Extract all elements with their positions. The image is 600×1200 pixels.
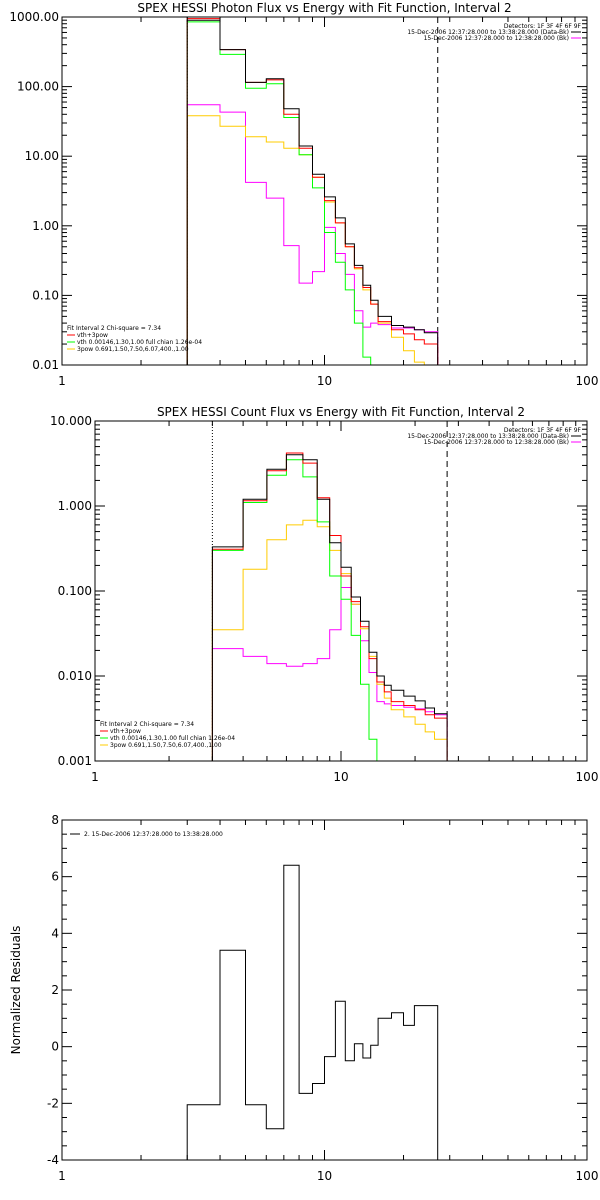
info-line: 15-Dec-2006 12:37:28.000 to 12:38:28.000… [424,35,569,42]
y-tick-label: 0.01 [32,358,59,372]
x-tick-label: 10 [317,374,332,388]
info-line: 15-Dec-2006 12:37:28.000 to 12:38:28.000… [424,439,569,446]
chart-panel-1: SPEX HESSI Photon Flux vs Energy with Fi… [9,1,598,388]
info-line: Detectors: 1F 3F 4F 6F 9F [504,427,582,434]
legend-entry: Fit Interval 2 Chi-square = 7.34 [67,325,161,332]
info-line: 15-Dec-2006 12:37:28.000 to 13:38:28.000… [407,433,569,440]
y-tick-label: -4 [47,1153,59,1167]
y-tick-label: -2 [47,1096,59,1110]
y-tick-label: 8 [51,813,59,827]
y-tick-label: 100.00 [17,80,59,94]
y-tick-label: 0.001 [58,754,92,768]
x-tick-label: 100 [576,374,599,388]
legend-entry: 3pow 0.691,1.50,7.50,6.07,400.,1.00 [110,742,222,749]
y-tick-label: 0.100 [58,584,92,598]
series-line-data-bk [211,454,448,761]
chart-title: SPEX HESSI Count Flux vs Energy with Fit… [157,405,525,419]
legend-entry: Fit Interval 2 Chi-square = 7.34 [100,721,194,728]
x-tick-label: 1 [91,770,99,784]
y-tick-label: 1000.00 [9,10,59,24]
legend-entry: vth+3pow [77,332,108,339]
series-line-vth [211,459,378,761]
legend-entry: vth 0.00146,1.30,1.00 full chian 1.26e-0… [110,735,235,742]
y-tick-label: 1.000 [58,499,92,513]
plot-area [211,421,448,761]
x-tick-label: 100 [576,770,599,784]
series-line-data-bk [186,19,439,365]
legend-entry: 2. 15-Dec-2006 12:37:28.000 to 13:38:28.… [84,831,223,838]
y-tick-label: 1.00 [32,219,59,233]
legend-entry: vth+3pow [110,728,141,735]
y-tick-label: 0.010 [58,669,92,683]
y-tick-label: 10.000 [50,414,92,428]
legend-entry: vth 0.00146,1.30,1.00 full chian 1.26e-0… [77,339,202,346]
axes-frame [61,819,588,1161]
y-tick-label: 6 [51,870,59,884]
series-line-vth-3pow [186,18,439,365]
chart-panel-2: SPEX HESSI Count Flux vs Energy with Fit… [50,405,598,784]
series-line-bk [211,587,448,761]
chart-panel-3: 1 10 100 -4 -2 0 2 4 6 8 Normalized Residuals 2. 15… [9,813,598,1183]
x-tick-label: 10 [333,770,348,784]
x-tick-label: 10 [317,1169,332,1183]
plot-area [186,17,439,365]
y-tick-label: 2 [51,983,59,997]
y-axis-label: Normalized Residuals [9,926,23,1055]
y-tick-label: 10.00 [25,149,59,163]
plot-area [186,864,439,1160]
chart-title: SPEX HESSI Photon Flux vs Energy with Fi… [137,1,511,15]
y-tick-label: 4 [51,926,59,940]
info-line: 15-Dec-2006 12:37:28.000 to 13:38:28.000… [407,29,569,36]
y-tick-label: 0 [51,1040,59,1054]
x-tick-label: 1 [58,1169,66,1183]
info-line: Detectors: 1F 3F 4F 6F 9F [504,23,582,30]
x-tick-label: 1 [58,374,66,388]
legend-entry: 3pow 0.691,1.50,7.50,6.07,400.,1.00 [77,346,189,353]
series-line-bk [186,104,439,365]
y-tick-label: 0.10 [32,288,59,302]
series-line-vth [186,21,372,365]
x-tick-label: 100 [576,1169,599,1183]
series-line-residuals [186,864,439,1160]
